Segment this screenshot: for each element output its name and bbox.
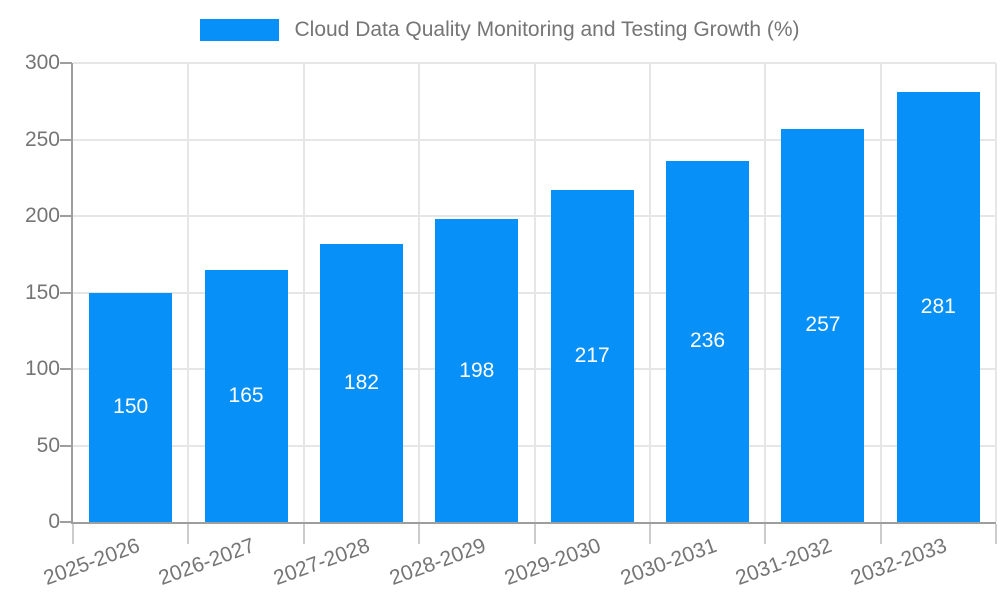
bar-2031-2032 [781,128,865,522]
x-tick-mark [302,524,305,544]
y-tick-label: 100 [24,357,60,380]
x-gridline [533,63,536,522]
x-gridline [187,63,190,522]
bar-2030-2031 [666,160,750,522]
bar-2029-2030 [550,189,634,522]
x-tick-mark [418,524,421,544]
y-tick-label: 50 [36,433,60,457]
x-gridline [302,63,305,522]
bar-2028-2029 [435,219,519,522]
x-gridline [648,63,651,522]
bar-value-label: 281 [920,295,956,319]
x-tick-mark [187,524,190,544]
plot-area: 150 165 182 198 217 236 257 281 [71,62,997,524]
legend-color-swatch [200,19,280,41]
bar-2032-2033 [896,92,980,522]
bar-value-label: 198 [459,358,495,382]
y-tick-label: 150 [24,280,60,304]
x-gridline [764,63,767,522]
bar-2026-2027 [204,269,288,522]
bar-value-label: 236 [690,329,726,353]
y-tick-mark [60,62,72,64]
bar-value-label: 150 [113,395,149,419]
y-tick-mark [60,444,72,447]
x-tick-mark [533,524,536,544]
y-tick-label: 300 [24,51,60,74]
bar-value-label: 182 [343,370,379,394]
x-gridline [879,63,882,522]
y-tick-mark [60,138,72,141]
bar-value-label: 217 [574,343,610,367]
x-tick-mark [879,524,882,544]
chart-legend: Cloud Data Quality Monitoring and Testin… [0,18,1000,42]
legend-label: Cloud Data Quality Monitoring and Testin… [294,18,800,41]
bar-2025-2026 [89,292,173,522]
x-gridline [418,63,421,522]
bar-value-label: 165 [228,383,264,407]
y-tick-mark [60,291,72,294]
y-tick-label: 250 [24,127,60,151]
x-tick-mark [764,524,767,544]
bar-2027-2028 [319,243,403,522]
y-tick-label: 0 [48,510,60,533]
x-gridline [995,63,997,522]
x-tick-mark [72,524,74,544]
bar-value-label: 257 [805,313,841,337]
x-tick-mark [995,524,997,544]
y-tick-label: 200 [24,204,60,227]
y-tick-mark [60,368,72,370]
x-tick-mark [648,524,651,544]
y-tick-mark [60,521,72,523]
y-tick-mark [60,215,72,217]
